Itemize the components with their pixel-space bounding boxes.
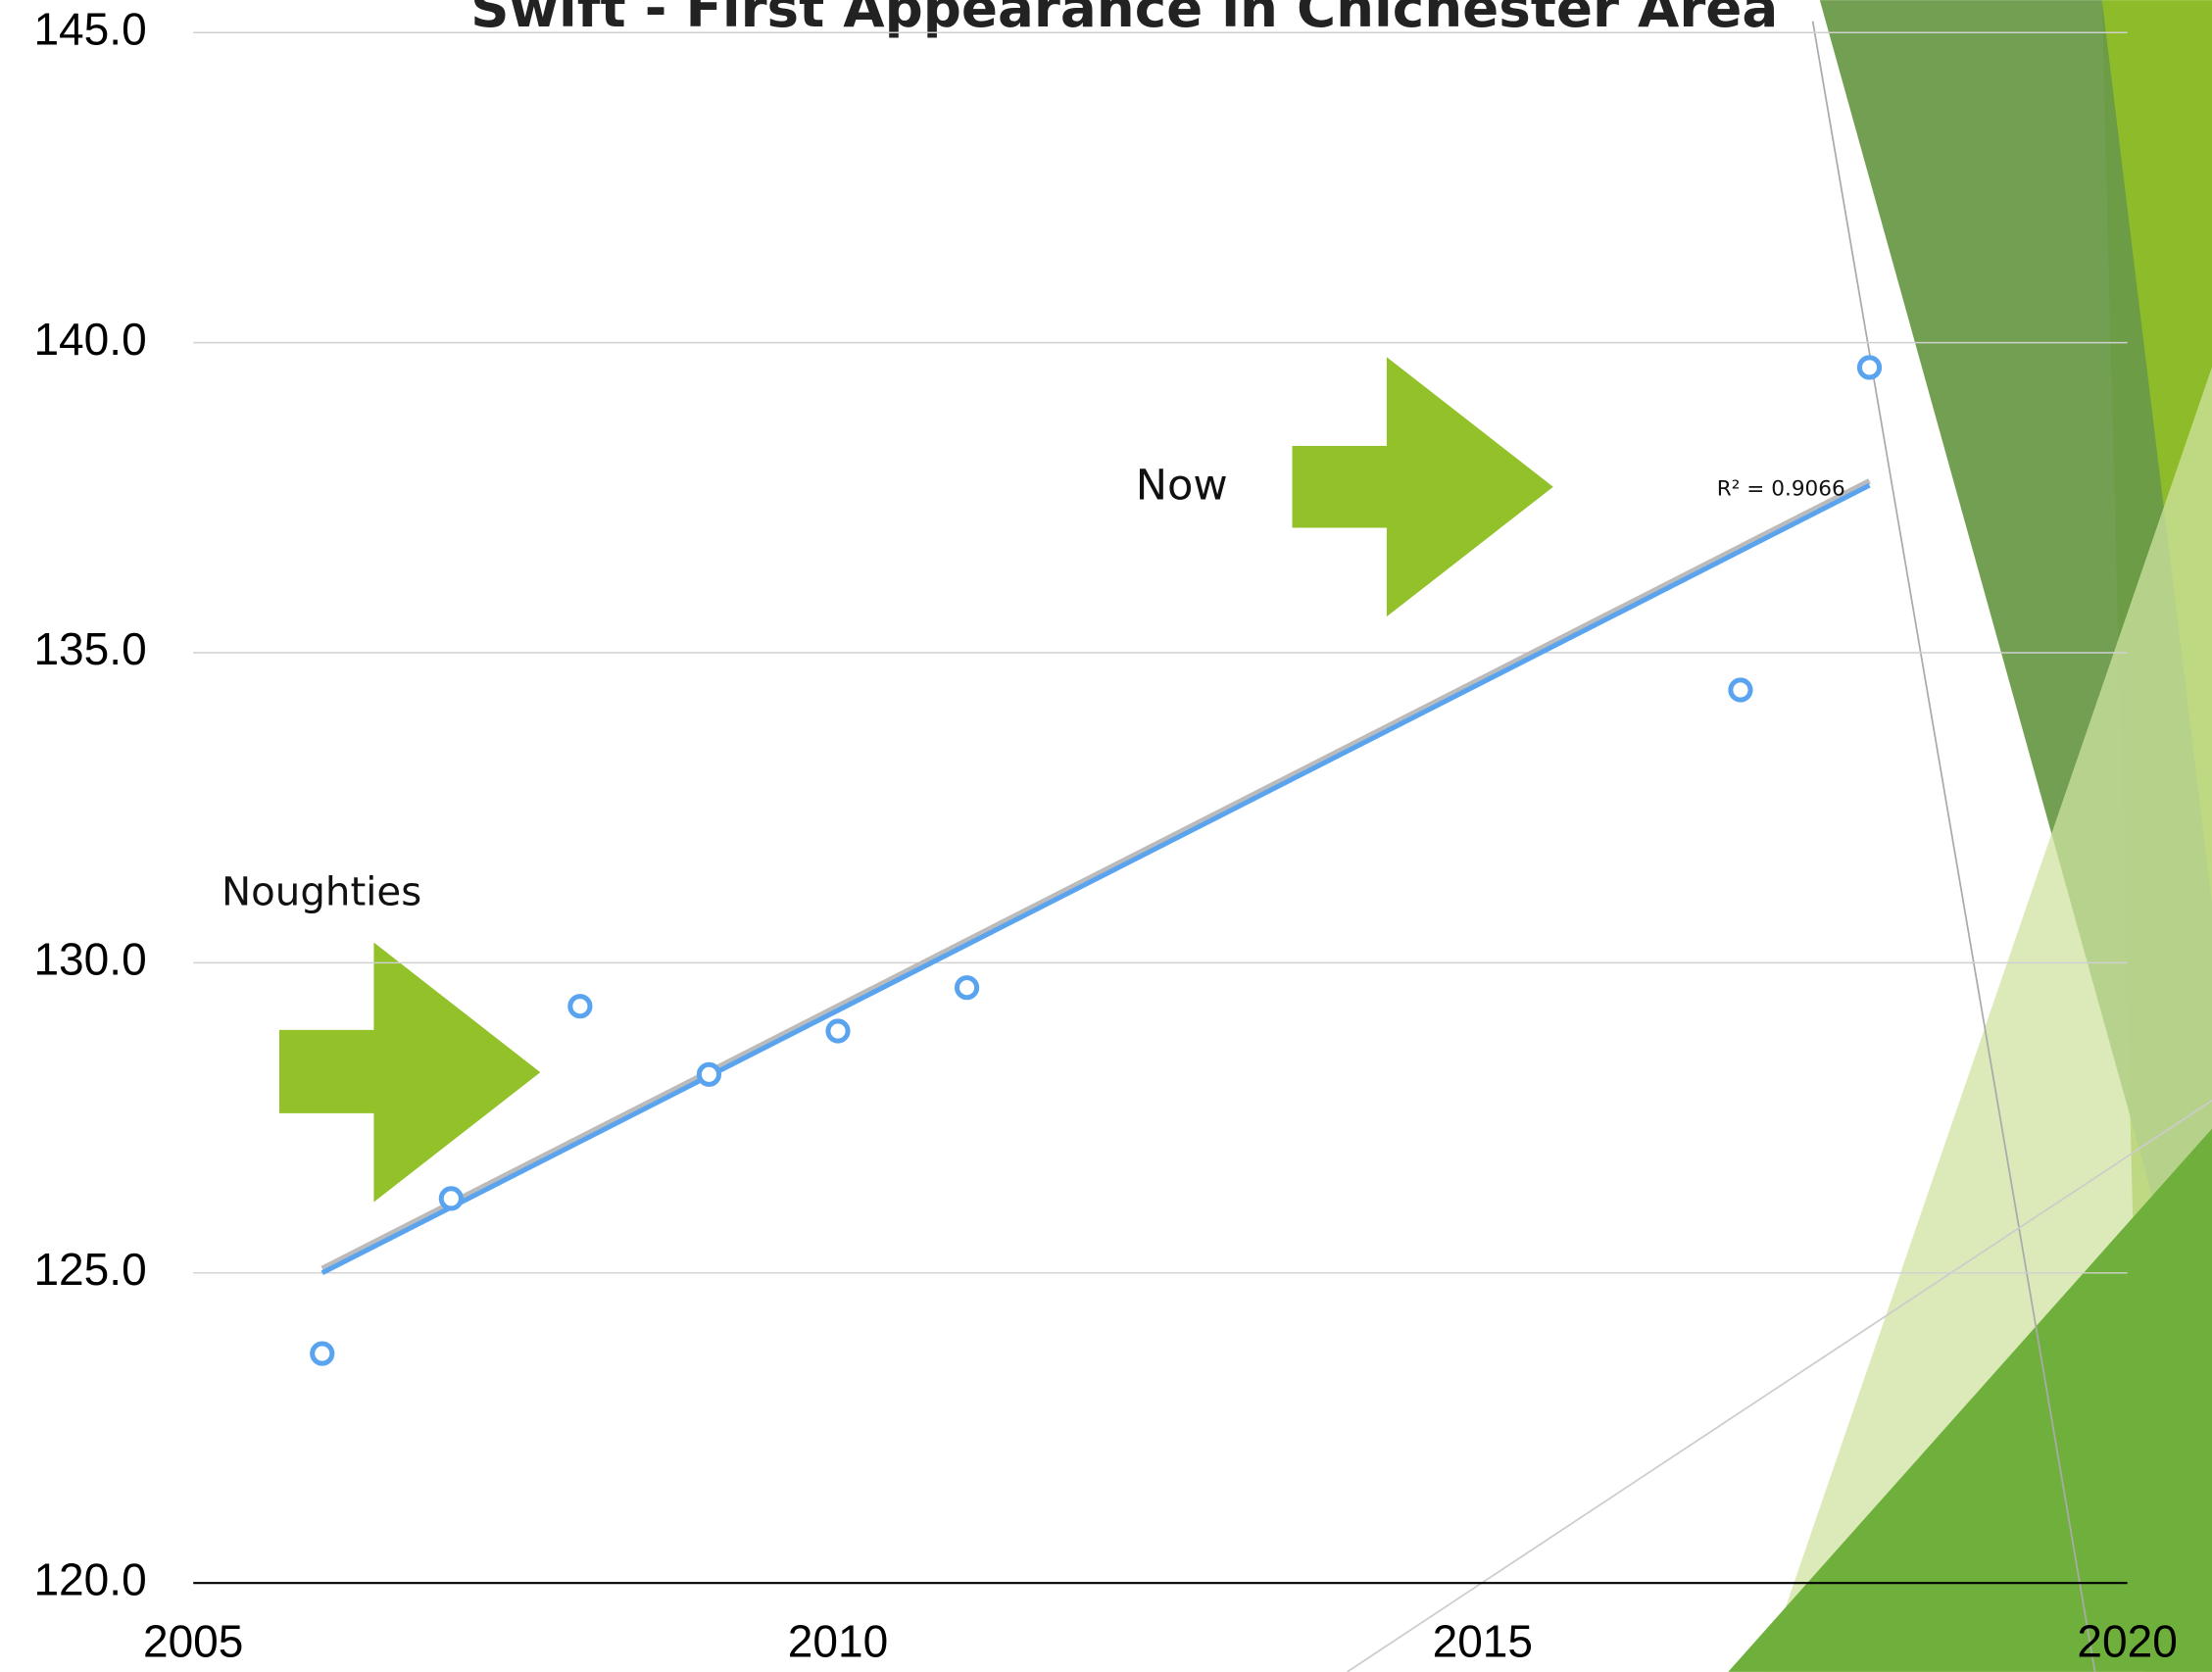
arrow — [279, 943, 540, 1203]
y-tick-label: 130.0 — [33, 934, 146, 985]
point — [1731, 680, 1750, 700]
trendline — [322, 485, 1870, 1273]
y-tick-label: 140.0 — [33, 314, 146, 365]
point — [1859, 358, 1879, 377]
y-tick-label: 135.0 — [33, 623, 146, 674]
annotation: Noughties — [221, 869, 421, 915]
y-tick-label: 125.0 — [33, 1244, 146, 1295]
point — [570, 997, 590, 1016]
annotation: Now — [1136, 462, 1228, 511]
point — [957, 978, 976, 998]
x-tick-label: 2010 — [788, 1616, 888, 1667]
point — [313, 1344, 332, 1363]
x-tick-label: 2005 — [143, 1616, 243, 1667]
point — [699, 1064, 718, 1084]
x-tick-label: 2020 — [2077, 1616, 2177, 1667]
trendline-shadow — [322, 481, 1870, 1269]
page: Swift - First Appearance in Chichester A… — [0, 0, 2212, 1672]
decoration — [279, 0, 2212, 1672]
chart: Swift - First Appearance in Chichester A… — [0, 0, 2212, 1672]
arrow — [1293, 357, 1553, 616]
r-squared-label: R² = 0.9066 — [1717, 477, 1845, 502]
y-tick-label: 120.0 — [33, 1553, 146, 1604]
x-tick-label: 2015 — [1433, 1616, 1533, 1667]
y-tick-label: 145.0 — [33, 3, 146, 54]
point — [828, 1021, 848, 1041]
point — [441, 1189, 461, 1208]
